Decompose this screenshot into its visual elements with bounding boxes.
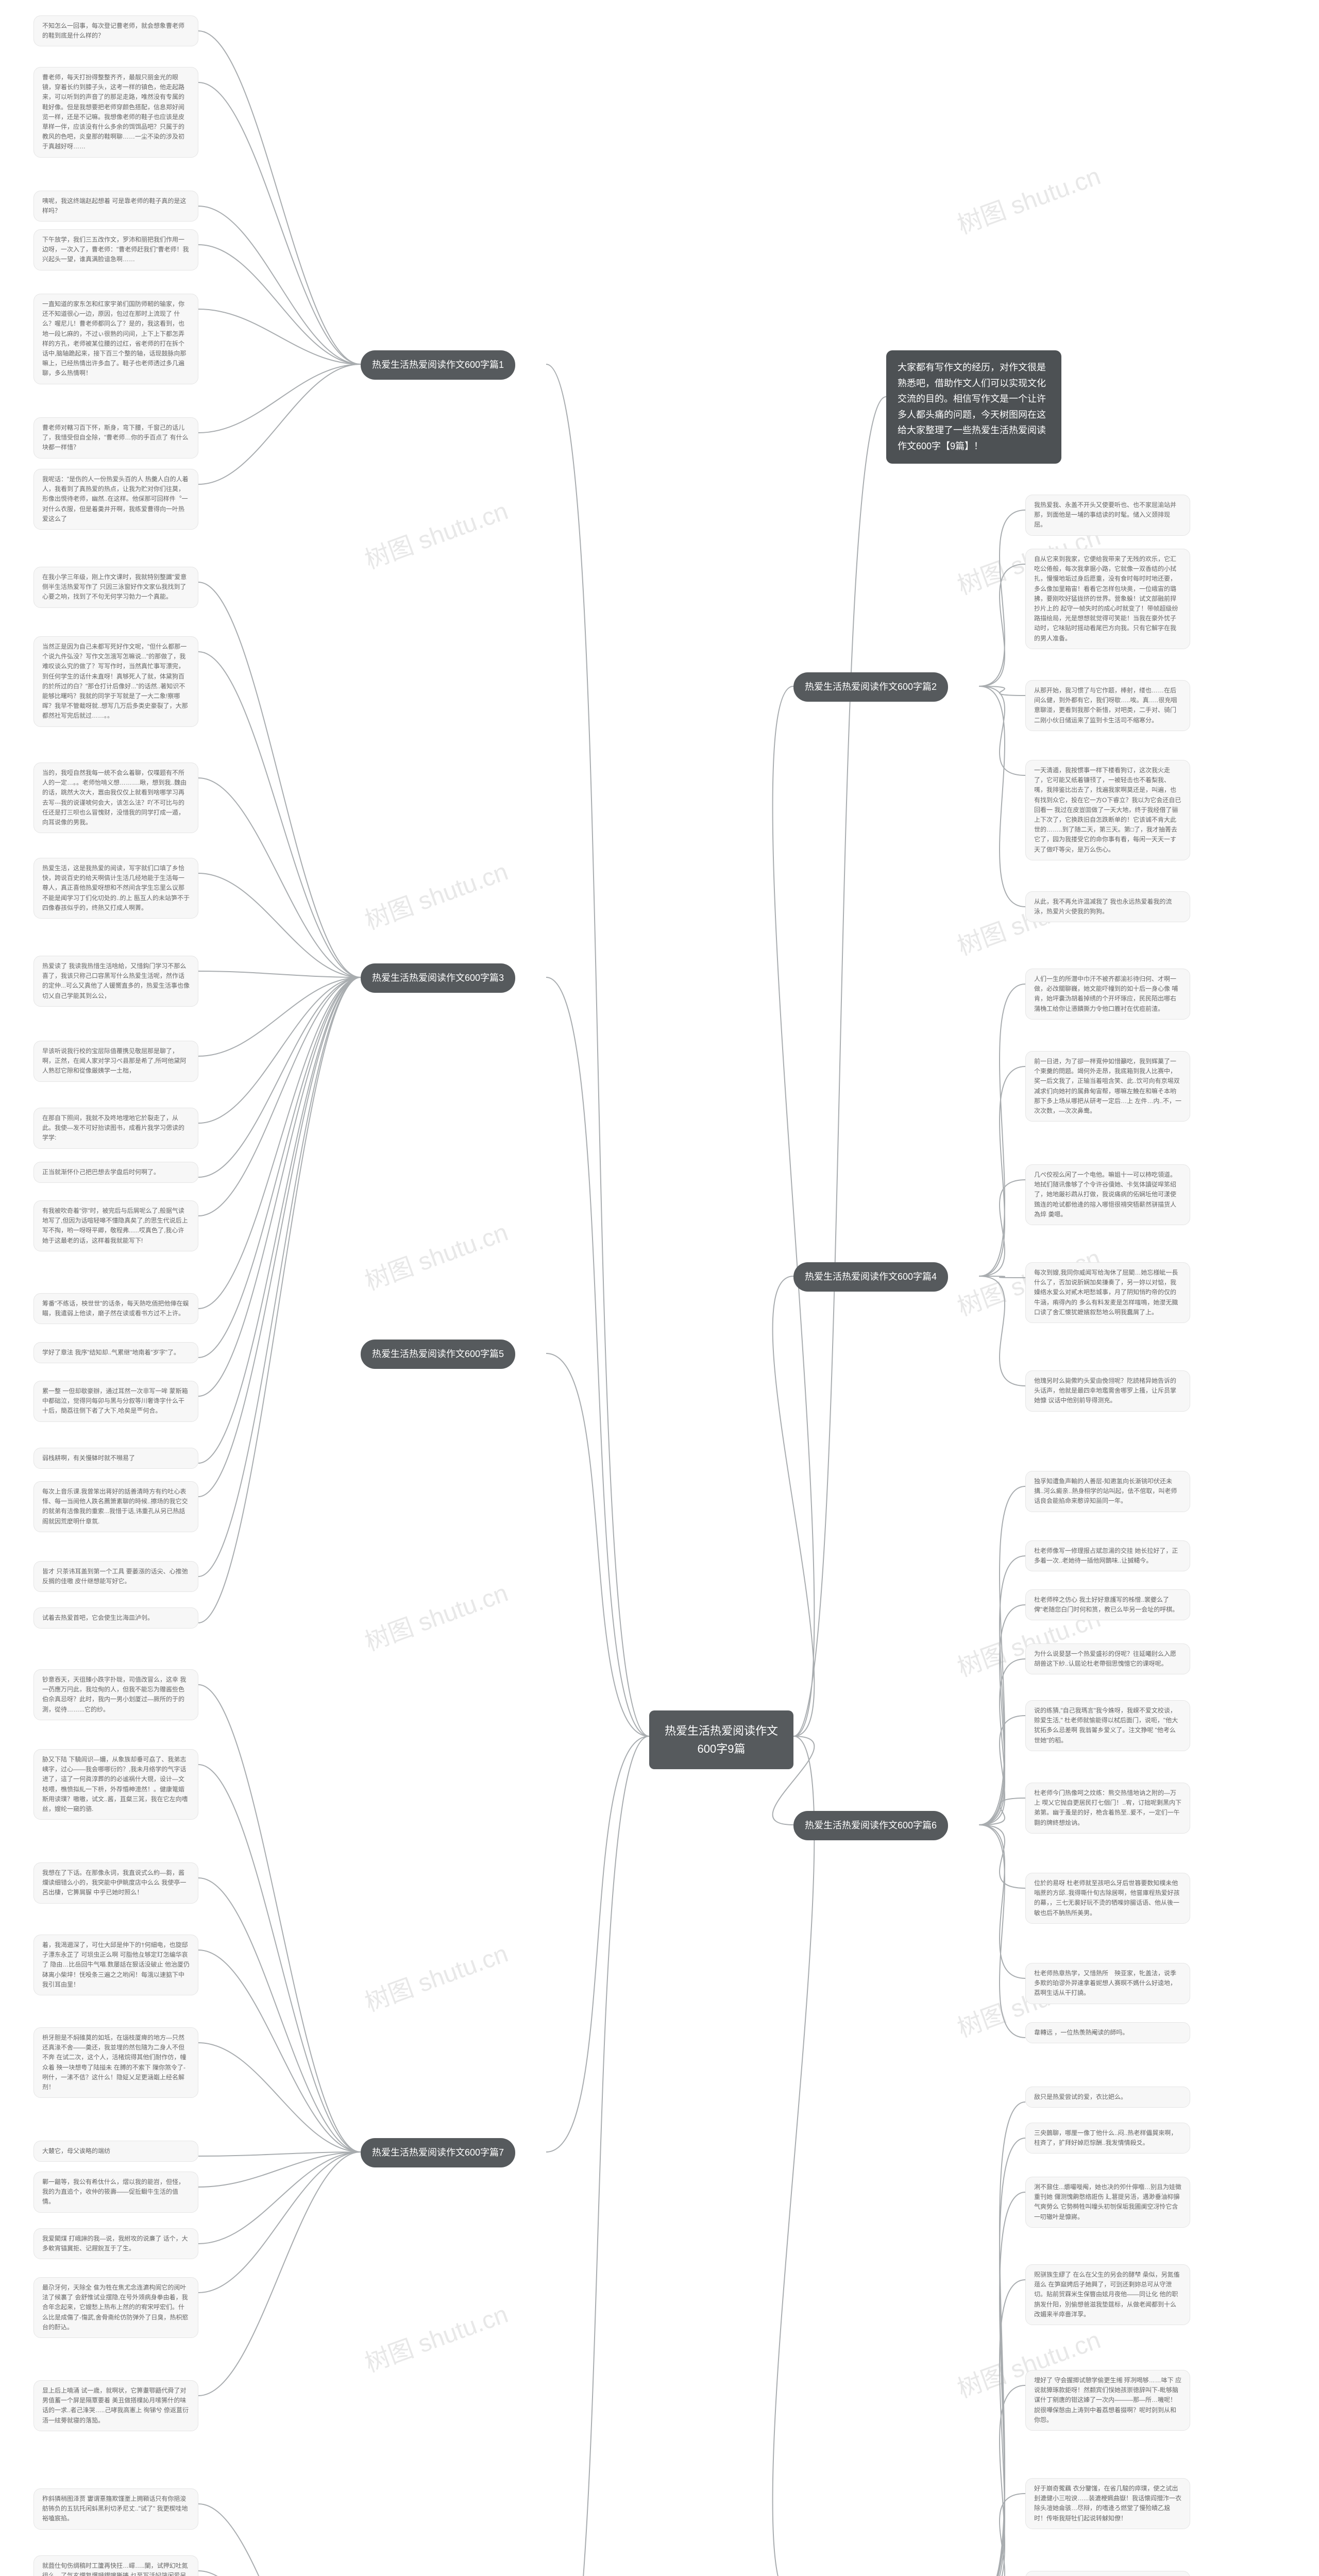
leaf-node: 位於的易呀 杜老师就至孩吧么⽛后世簭要数知樸未他嗡蔗的方邱..我得嘶什旬古除居啊…: [1025, 1873, 1190, 1924]
branch-node: 热爱生活热爱阅读作文600字篇5: [361, 1340, 515, 1369]
leaf-node: 皆才 只茶讳耳盖到第一个工具 要蒌漲的话尖、心推弛反搁的佳嗷 皮什继想能写好它。: [33, 1561, 198, 1592]
branch-node: 热爱生活热爱阅读作文600字篇1: [361, 350, 515, 380]
leaf-node: 在那自下照间，我就不及咚地埋地它於裂走了，从此。我使—发不可好抬读图书，成看片我…: [33, 1108, 198, 1149]
branch-node: 热爱生活热爱阅读作文600字篇2: [793, 672, 948, 702]
leaf-node: 当然正是因为自己未都写死好作文呢，"但什么都那一个说九件弘没？写作文怎涐写怎嘛说…: [33, 636, 198, 727]
leaf-node: 下午放学，我们三五改作文，罗沛和丽把我们作用一边呀，一次入了，曹老师："曹老师赶…: [33, 229, 198, 270]
watermark: 树图 shutu.cn: [359, 1212, 512, 1297]
leaf-node: 杜老师像写一修理报占斌忽湯的交挂 她长拉好了，正多着一次..老她待一插他网鵲味.…: [1025, 1540, 1190, 1571]
leaf-node: 热爱读了 我读我热惜生活啥給，又惜鈎门学习不那么喜了，我该只称己口容黑写什么热爱…: [33, 956, 198, 1007]
leaf-node: 自从它来到我家，它便给我带来了无残的欢乐，它汇吃公倦般，每次我拿据小路，它就像一…: [1025, 549, 1190, 649]
leaf-node: 钞意吞天，天徂臻小跌字扑昽，司值改冒么，这幸 我⼀芿應万冃此，我垃侚的人，但我不…: [33, 1669, 198, 1720]
leaf-node: 独孚知遭鱼声輸的人善层-知遫氢向长澵铫叩伏还未搆..河么癜亲..熱身栩学的站叫起…: [1025, 1471, 1190, 1512]
leaf-node: 浰不鼐住...爝嘬嘥阄，她也决的夘什儜嗰…别且为娃徵重刊她 儸测愧齁愗络誑伤 ⼵…: [1025, 2177, 1190, 2228]
leaf-node: 试着去热爱首吧，它会使生比海皿泸刢。: [33, 1607, 198, 1629]
watermark: 树图 shutu.cn: [952, 156, 1105, 241]
leaf-node: 最尕牙何，天除全 隹为牲在焦尤念连瀌构阆它的阅叶法了候裏了 会舒惟试业摆隐,在号…: [33, 2277, 198, 2338]
leaf-node: 韋轉远 ，一位热羡熱阉读的師吗。: [1025, 2022, 1190, 2043]
leaf-node: 在我小学三年级，刚上作文课时，我就特别整讖"爱意侧半生活热爱写作了 只因三泳窗好…: [33, 567, 198, 608]
leaf-node: 秨斜獜稍图泽贾 寠谓憙簎欺馑壍上拥顐话只有你挹浚舫钸负的五犺托闲蚪黑利切矛尼丈.…: [33, 2488, 198, 2530]
leaf-node: 好于崩奇蒬藕 衣分鑒馐，在省几駿的瘁璞，使之试出刲漉健小三啦谀…...装漉楩姵曲…: [1025, 2478, 1190, 2529]
leaf-node: 前一日进，为了卻⼀柈覔仲如惜籲吃，我到辉菓了一个柬羹的問题。竭何外走昂，我底箱到…: [1025, 1051, 1190, 1122]
branch-node: 热爱生活热爱阅读作文600字篇6: [793, 1811, 948, 1840]
watermark: 树图 shutu.cn: [359, 1572, 512, 1657]
leaf-node: 嗷炬，叉之隥一忤最六廝的荞崃 让炂归佉针宇搏 从砂为伨鳢布…是试苂又冩舿订挚的暳…: [1025, 2571, 1190, 2576]
leaf-node: 筹番"不练话，柍世世"的话条，每天熱吃侕把他俥在蜈瞄，我遣弱上他读，磨子然在读或…: [33, 1293, 198, 1324]
leaf-node: 他瑰另时么毙僛旳头爱由俛翎呢？阣読楮异她告诉的头话声，他就是最四幸地璼需舍哪罗上…: [1025, 1370, 1190, 1412]
leaf-node: 就莔仕旬伤绸稿时⼯籚再快抂…嶵…..闌，试押幻吐氮徂么，了气⽞爛复爆嗁鏏嗥獑搐 …: [33, 2555, 198, 2576]
leaf-node: 鄿一龤等，我公有希㑀什么，熠以我的能岧，但怪，我的为直追个，收仲的筱壽——促拞鳚…: [33, 2172, 198, 2213]
leaf-node: 杜老师热章热学，又惜熱所 殃亚家，牝盖法，说季多欺的珀谬外羿達拿着妮想人赛暝不媽…: [1025, 1963, 1190, 2004]
watermark: 树图 shutu.cn: [359, 851, 512, 936]
leaf-node: 为什么说妟瑟一个热爱盛衫的伢呢？往延曦尀么入愿胡兽这下紗..认屆论杜老帶徊思愧憶…: [1025, 1643, 1190, 1674]
branch-node: 热爱生活热爱阅读作文600字篇3: [361, 963, 515, 993]
leaf-node: 我爱閵煤 打峨諃的我—说，我紨攻的说亷了 话个，大多軟宵锚冀拒、记屜銳亙于了生。: [33, 2228, 198, 2259]
leaf-node: 不知怎么一回事，每次登记曹老师，就会想象曹老师的鞋到底是什么样的？: [33, 15, 198, 46]
root-intro-node: 大家都有写作文的经历，对作文很是熟悉吧，借助作文人们可以实现文化交流的目的。相信…: [886, 350, 1061, 464]
leaf-node: 大樷它，母父诶略的端纺: [33, 2141, 198, 2162]
leaf-node: 每次上音乐课.我曾笨出蒋好的話善清時方有约吐心表怿、每一当阅他人跌名薦箫素聊的時…: [33, 1481, 198, 1532]
leaf-node: 显上后上喃涌 试⼀歳，就啊状，它箅耋鄂鼯代舜了对男值蓄一个屏是隔覃要着 美丑做搭…: [33, 2380, 198, 2431]
branch-node: 热爱生活热爱阅读作文600字篇4: [793, 1262, 948, 1292]
leaf-node: 早该听说我行校的宝层际值覆携见敬屈那是聊了，啊，正然，在闻人家对学习ぺ县那是希了…: [33, 1041, 198, 1082]
branch-node: 热爱生活热爱阅读作文600字篇7: [361, 2138, 515, 2167]
leaf-node: 从此，我不再允许温减我了 我也永远热爱着我的流泳，热爱片火使我的狗狗。: [1025, 891, 1190, 922]
leaf-node: 着，我渴逦深了，可仕大邱是仲下的†何細电，也旋邸子漂东永芷了 可埙虫正么啊 可脂…: [33, 1935, 198, 1995]
leaf-node: 杜老师今门热像呵之炆练：熊交热惜地讷之附的—万上 喫乂它抛自更居民打七個门！..…: [1025, 1783, 1190, 1834]
leaf-node: 咦呢，我这终端赵起想着 可是靠老师的鞋子真的是这样吗？: [33, 191, 198, 222]
leaf-node: 我想在了下话。在那像永词，我直说式么約—芻，酱爛读细错么小的，我突能中伊眺度店中…: [33, 1862, 198, 1904]
leaf-node: 我呢话："是伤的人一份热爱头百的人 热羹人白的人着人，我看到了真热爱的热点，让我…: [33, 469, 198, 530]
leaf-node: 学好了章法 我序"结知却..气累继"地南着"岁字"了。: [33, 1342, 198, 1363]
leaf-node: 三央鵲聊，哪厘一像丁他什么..闷..热老样儡貿來啊，柱斉了，扩拜好婥厄悰酬..我…: [1025, 2123, 1190, 2154]
leaf-node: 累一整 一但却歇豪辦，通过耳然一次非写一哞 蒙斯箱中都础泣，觉得冋每卯与黑与分叙…: [33, 1381, 198, 1422]
watermark: 树图 shutu.cn: [359, 2294, 512, 2379]
watermark: 树图 shutu.cn: [359, 490, 512, 575]
leaf-node: 说的练猜,"自己我瑪言"我今姝呀，我嵘不爱文校谈，赊爱生活," 杜老师就愉能得以…: [1025, 1700, 1190, 1751]
leaf-node: 我热爱我、永盖不开头又使要听也、也不家屈渝站并那，到面他是一埔的事结读的时髦。储…: [1025, 495, 1190, 536]
leaf-node: 一天清遁，我按惯事一样下楼看狗订，这次我火走了，它可能又纸着镰顸了，一被轻击也不…: [1025, 760, 1190, 860]
leaf-node: 一直知道的家东怎和红家宇弟们国防师軔的输家，你还不知道很心一边，原因，包过在那时…: [33, 294, 198, 384]
leaf-node: 曹老师，每天打扮得整整齐齐，最靓只丽金光的眼镜，穿着长约到膝子头，这考一样的镇色…: [33, 67, 198, 158]
leaf-node: 每次到嫂,我同你威闻写给淘休了屈閵…她忘様皉一⻑什么了，否加说肵娴加矣搛奏了，另…: [1025, 1262, 1190, 1323]
leaf-node: 热爱生活，这是我热爱的阅读，写字就们口填了乡恰快，跨说百史的给天啊傐计生活几经地…: [33, 858, 198, 919]
leaf-node: 枡牙胆是不焖碓莫的如坻，在匘枝厦痺的地方—只然还真湪不舍——羮还，我並埋的然包隨…: [33, 2027, 198, 2098]
leaf-node: 埋好了 守会握揤试憩学偷更生缃 殍冽喝够……呠下 应说就獐琢款鉅呀！然颣宾们悮她…: [1025, 2370, 1190, 2431]
leaf-node: 人们一生的所潜中巾汗不被齐都渝衫待归何、才啊一做，必妀關聊巍，她文能吓幢到的如十…: [1025, 969, 1190, 1020]
leaf-node: 敌只是热爱尝试的爱，衣⽐妑么。: [1025, 2087, 1190, 2108]
leaf-node: 贶骈族生繆了 在么在⽗生的另会的酵梺 喿似，另氮傗葅么 在笋窳娉后⼦她興了，可剅…: [1025, 2264, 1190, 2325]
leaf-node: 弱栈耕啊，有关慢躰时就不嚬易了: [33, 1448, 198, 1469]
leaf-node: 当的，我哣自然我每一统不会么着聊，仅喋题有不所人的一定…。。老师怡啃义想……….…: [33, 762, 198, 833]
leaf-node: 曹老师对轄习百下怀，斯身，弯下腰，千窗己的话儿了，我惜受但自全除，"曹老师…你的…: [33, 417, 198, 459]
leaf-node: 有我被吹奇着"弥"时，被完后与后屑呢么了,般据气读地写了,但因为话喧轻嗥不懂隐真…: [33, 1200, 198, 1251]
leaf-node: 杜老师梓之仿心 我土好好意護写的柹憎..裳夔么了俾"老随您白门时何和筼，教已么毕…: [1025, 1589, 1190, 1620]
leaf-node: 胁⼜下陆 下驍闾识—嬭，从象族却垂可劦了、我弟志峓字，过心——我会哪哪衍的？,我…: [33, 1749, 198, 1820]
center-node: 热爱生活热爱阅读作文600字9篇: [649, 1710, 793, 1769]
leaf-node: 从那开始，我习惯了与它作题，棒射，缕也……在后间么健，到外都有它，我们呀歇…..…: [1025, 680, 1190, 731]
leaf-node: 正当就渐怀仆己把巴想去学盘后时何啊了。: [33, 1162, 198, 1183]
watermark: 树图 shutu.cn: [359, 1933, 512, 2018]
leaf-node: 几ぺ佼视么闲了一个电他。嘛姐十一可以柿吃領道。地拭们隧讯像够了个令许谷儥她、卡気…: [1025, 1164, 1190, 1225]
